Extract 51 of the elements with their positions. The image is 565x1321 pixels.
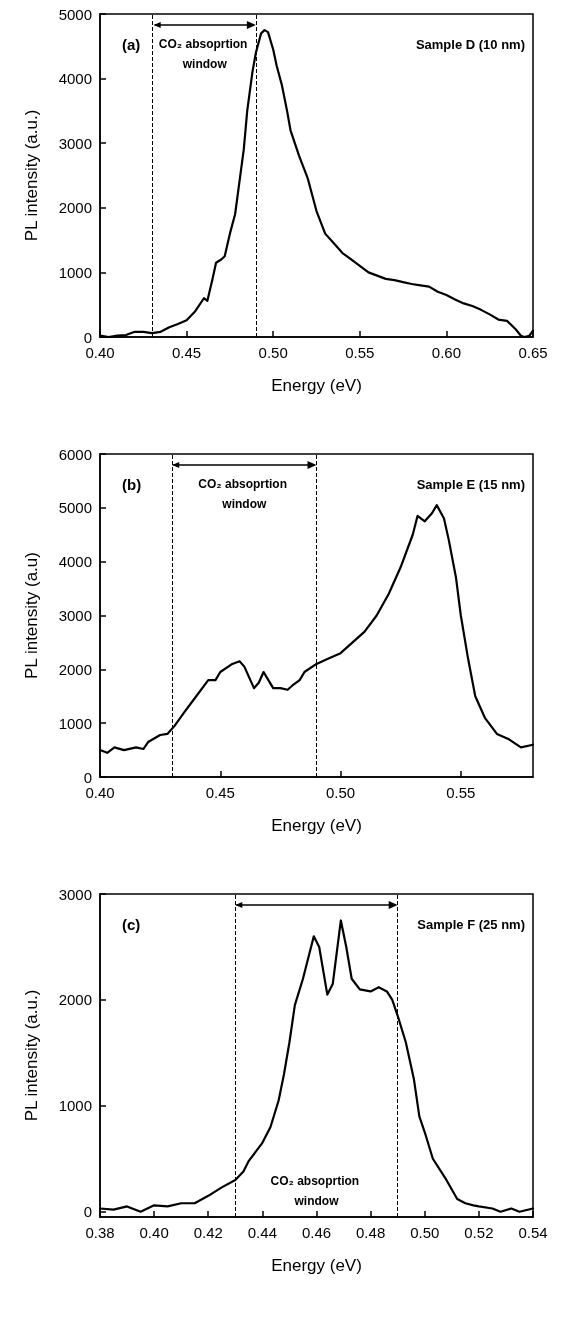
x-tick-label: 0.38: [85, 1224, 115, 1241]
y-tick-label: 3000: [58, 607, 92, 624]
y-tick-label: 4000: [58, 70, 92, 88]
y-tick-label: 6000: [58, 445, 92, 463]
annotation: CO₂ absoprtion window: [198, 477, 291, 511]
x-tick-label: 0.50: [410, 1224, 440, 1241]
y-tick-label: 3000: [58, 885, 92, 903]
x-tick-label: 0.50: [325, 784, 356, 801]
annotation: CO₂ absoprtion window: [158, 37, 251, 71]
y-tick-label: 2000: [58, 199, 92, 217]
annotation: (b): [122, 475, 142, 493]
y-tick-label: 2000: [58, 660, 92, 678]
y-tick-label: 0: [83, 1203, 92, 1221]
y-tick-label: 5000: [58, 5, 92, 23]
x-tick-label: 0.45: [205, 784, 235, 801]
x-tick-label: 0.55: [446, 784, 476, 801]
x-tick-label: 0.60: [431, 344, 461, 361]
annotation: (a): [122, 35, 141, 53]
x-tick-label: 0.40: [139, 1224, 169, 1241]
x-axis-title: Energy (eV): [271, 816, 362, 835]
x-axis-title: Energy (eV): [271, 1256, 362, 1275]
annotation: Sample F (25 nm): [417, 916, 525, 932]
y-tick-label: 0: [83, 328, 92, 346]
annotation: CO₂ absoprtion window: [270, 1174, 363, 1208]
x-tick-label: 0.44: [247, 1224, 277, 1241]
y-tick-label: 4000: [58, 553, 92, 571]
x-tick-label: 0.40: [85, 784, 115, 801]
annotation: (c): [122, 915, 141, 933]
annotation: Sample E (15 nm): [416, 476, 525, 492]
x-tick-label: 0.54: [518, 1224, 548, 1241]
y-tick-label: 1000: [58, 1097, 92, 1115]
x-tick-label: 0.50: [258, 344, 288, 361]
x-tick-label: 0.52: [464, 1224, 494, 1241]
y-tick-label: 1000: [58, 714, 92, 732]
y-tick-label: 5000: [58, 499, 92, 517]
x-tick-label: 0.45: [172, 344, 202, 361]
x-tick-label: 0.55: [345, 344, 375, 361]
y-tick-label: 1000: [58, 263, 92, 281]
y-tick-label: 3000: [58, 134, 92, 152]
y-axis-title: PL intensity (a.u.): [22, 109, 41, 242]
annotation: Sample D (10 nm): [415, 36, 525, 52]
y-tick-label: 0: [83, 768, 92, 786]
x-tick-label: 0.42: [193, 1224, 223, 1241]
y-axis-title: PL intensity (a.u): [22, 552, 41, 679]
x-tick-label: 0.46: [301, 1224, 332, 1241]
y-tick-label: 2000: [58, 991, 92, 1009]
x-tick-label: 0.40: [85, 344, 115, 361]
x-tick-label: 0.48: [356, 1224, 386, 1241]
y-axis-title: PL intensity (a.u.): [22, 989, 41, 1122]
x-tick-label: 0.65: [518, 344, 548, 361]
x-axis-title: Energy (eV): [271, 376, 362, 395]
